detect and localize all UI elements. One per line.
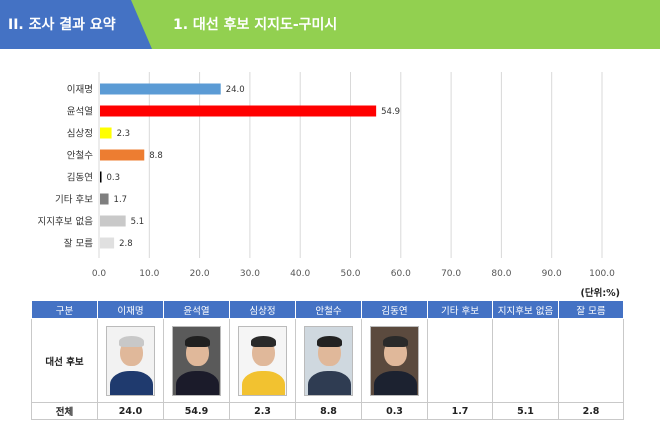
data-label: 2.8	[119, 239, 133, 249]
x-tick-label: 10.0	[139, 269, 159, 279]
bar	[100, 193, 109, 205]
candidate-photo	[304, 325, 353, 396]
data-label: 0.3	[107, 173, 121, 183]
data-label: 5.1	[131, 217, 145, 227]
total-cell: 8.8	[295, 402, 362, 420]
bar	[100, 149, 145, 161]
category-label: 잘 모름	[64, 238, 93, 250]
data-label: 1.7	[114, 195, 128, 205]
header-section-banner	[0, 0, 152, 49]
col-header: 안철수	[295, 300, 362, 319]
support-bar-chart: 0.0 10.0 20.0 30.0 40.0 50.0 60.0 70.0 80.0 90.0 1…	[0, 68, 660, 283]
total-cell: 2.8	[558, 402, 624, 420]
candidate-photo	[238, 325, 287, 396]
category-label: 안철수	[67, 151, 93, 162]
data-label: 2.3	[117, 129, 131, 139]
col-header: 심상정	[229, 300, 296, 319]
x-tick-label: 100.0	[589, 269, 615, 279]
bar	[100, 171, 102, 183]
category-label: 김동연	[67, 172, 93, 184]
total-cell: 5.1	[492, 402, 559, 420]
total-cell: 54.9	[163, 402, 230, 420]
total-cell: 0.3	[361, 402, 428, 420]
table-row: 대선 후보	[31, 318, 624, 403]
data-label: 24.0	[226, 85, 245, 95]
data-label: 8.8	[149, 151, 163, 161]
category-label: 기타 후보	[55, 195, 93, 206]
x-tick-label: 30.0	[240, 269, 260, 279]
col-header: 지지후보 없음	[492, 300, 559, 319]
category-label: 지지후보 없음	[38, 216, 94, 228]
report-header: II. 조사 결과 요약 1. 대선 후보 지지도-구미시	[0, 0, 660, 49]
x-tick-label: 20.0	[190, 269, 210, 279]
unit-note: (단위:%)	[580, 288, 620, 299]
x-tick-label: 60.0	[391, 269, 411, 279]
data-label: 54.9	[381, 107, 400, 117]
empty-cell	[558, 318, 624, 403]
x-tick-label: 40.0	[290, 269, 310, 279]
empty-cell	[427, 318, 493, 403]
candidate-photo	[172, 325, 221, 396]
col-header: 구분	[31, 300, 98, 319]
chart-heading: 1. 대선 후보 지지도-구미시	[173, 17, 338, 33]
candidate-photo	[106, 325, 155, 396]
bar	[100, 105, 377, 117]
category-label: 심상정	[67, 129, 93, 140]
bar	[100, 237, 115, 249]
row-label: 대선 후보	[31, 318, 98, 403]
total-cell: 1.7	[427, 402, 493, 420]
col-header: 윤석열	[163, 300, 230, 319]
category-label: 윤석열	[67, 107, 93, 118]
section-title: II. 조사 결과 요약	[8, 17, 116, 33]
row-label: 전체	[31, 402, 98, 420]
col-header: 잘 모름	[558, 300, 624, 319]
bar-chart-svg: 0.0 10.0 20.0 30.0 40.0 50.0 60.0 70.0 80.0 90.0 1…	[38, 72, 615, 279]
empty-cell	[492, 318, 559, 403]
bar	[100, 215, 126, 227]
col-header: 김동연	[361, 300, 428, 319]
total-cell: 2.3	[229, 402, 296, 420]
col-header: 이재명	[97, 300, 164, 319]
x-tick-label: 70.0	[441, 269, 461, 279]
results-table: 구분 이재명 윤석열 심상정 안철수 김동연 기타 후보 지지후보 없음 잘 모…	[31, 300, 624, 420]
total-cell: 24.0	[97, 402, 164, 420]
candidate-photo	[370, 325, 419, 396]
x-tick-label: 80.0	[491, 269, 511, 279]
bar	[100, 83, 221, 95]
table-row: 전체 24.0 54.9 2.3 8.8 0.3 1.7 5.1 2.8	[31, 402, 624, 420]
x-tick-label: 50.0	[340, 269, 360, 279]
x-tick-label: 0.0	[92, 269, 107, 279]
x-tick-label: 90.0	[542, 269, 562, 279]
bar	[100, 127, 112, 139]
category-label: 이재명	[67, 85, 93, 96]
col-header: 기타 후보	[427, 300, 493, 319]
table-header-row: 구분 이재명 윤석열 심상정 안철수 김동연 기타 후보 지지후보 없음 잘 모…	[31, 300, 624, 319]
